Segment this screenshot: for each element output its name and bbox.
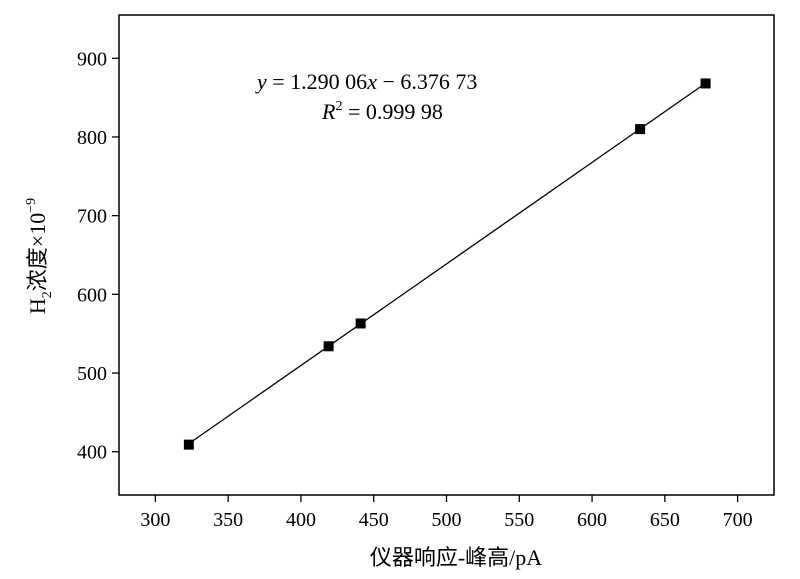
y-tick-label: 500 xyxy=(77,363,107,385)
data-points xyxy=(183,78,711,450)
x-tick-label: 500 xyxy=(432,509,462,531)
y-tick-label: 600 xyxy=(77,284,107,306)
x-axis: 300 350 400 450 500 550 600 650 700 xyxy=(140,495,753,531)
y-tick-label: 800 xyxy=(77,127,107,149)
y-tick-label: 900 xyxy=(77,48,107,70)
y-axis-label: H2浓度×10−9 xyxy=(24,198,55,314)
x-tick-label: 550 xyxy=(504,509,534,531)
y-tick-label: 700 xyxy=(77,206,107,228)
x-tick-label: 650 xyxy=(650,509,680,531)
r-squared: R2 = 0.999 98 xyxy=(321,99,443,124)
x-tick-label: 300 xyxy=(140,509,170,531)
x-tick-label: 700 xyxy=(723,509,753,531)
y-axis: 400 500 600 700 800 900 xyxy=(77,48,119,464)
x-tick-label: 600 xyxy=(577,509,607,531)
x-tick-label: 350 xyxy=(213,509,243,531)
fit-equation: y = 1.290 06x − 6.376 73 xyxy=(255,69,477,94)
x-tick-label: 450 xyxy=(359,509,389,531)
y-tick-label: 400 xyxy=(77,442,107,464)
data-point xyxy=(183,439,194,450)
data-point xyxy=(700,78,711,89)
x-axis-label: 仪器响应-峰高/pA xyxy=(370,545,542,570)
fit-line xyxy=(188,82,706,445)
x-tick-label: 400 xyxy=(286,509,316,531)
data-point xyxy=(323,341,334,352)
data-point xyxy=(355,318,366,329)
data-point xyxy=(635,124,646,135)
